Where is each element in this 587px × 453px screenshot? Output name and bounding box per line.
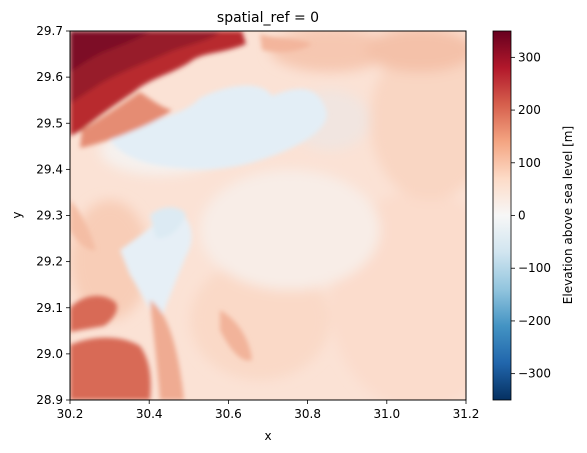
x-tick-label-2: 30.6	[215, 407, 242, 421]
colorbar	[492, 30, 512, 401]
y-tick-label-1: 29.0	[36, 347, 63, 361]
y-axis-label: y	[10, 211, 24, 218]
colorbar-label: Elevation above sea level [m]	[561, 126, 575, 304]
y-tick-label-3: 29.2	[36, 255, 63, 269]
y-tick-label-5: 29.4	[36, 162, 63, 176]
y-tick-label-0: 28.9	[36, 393, 63, 407]
colorbar-tick-label-0: 300	[518, 50, 541, 64]
x-tick-label-4: 31.0	[373, 407, 400, 421]
x-tick-label-0: 30.2	[57, 407, 84, 421]
x-tick-label-3: 30.8	[294, 407, 321, 421]
colorbar-ticks: 300 200 100 0 −100 −200 −300	[511, 50, 551, 381]
x-axis: 30.2 30.4 30.6 30.8 31.0 31.2	[57, 400, 480, 421]
colorbar-tick-label-2: 100	[518, 156, 541, 170]
x-axis-label: x	[264, 429, 271, 443]
chart-title: spatial_ref = 0	[217, 10, 319, 26]
y-tick-label-7: 29.6	[36, 70, 63, 84]
y-tick-label-2: 29.1	[36, 301, 63, 315]
colorbar-tick-label-1: 200	[518, 103, 541, 117]
x-tick-label-1: 30.4	[136, 407, 163, 421]
colorbar-tick-label-4: −100	[518, 261, 551, 275]
heatmap-image	[70, 31, 466, 400]
colorbar-tick-label-6: −300	[518, 367, 551, 381]
y-tick-label-4: 29.3	[36, 209, 63, 223]
y-tick-label-8: 29.7	[36, 24, 63, 38]
x-tick-label-5: 31.2	[453, 407, 480, 421]
colorbar-tick-label-3: 0	[518, 209, 526, 223]
y-axis: 28.9 29.0 29.1 29.2 29.3 29.4 29.5 29.6 29.7	[36, 24, 70, 407]
y-tick-label-6: 29.5	[36, 116, 63, 130]
colorbar-tick-label-5: −200	[518, 314, 551, 328]
